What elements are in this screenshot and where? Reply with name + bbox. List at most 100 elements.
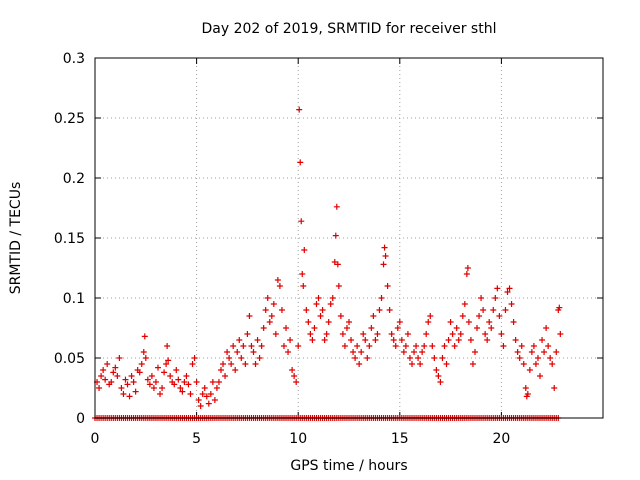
y-tick-label: 0 bbox=[76, 411, 85, 427]
data-point bbox=[300, 283, 307, 289]
data-point bbox=[526, 367, 533, 373]
data-point bbox=[177, 385, 184, 391]
data-point bbox=[354, 343, 361, 349]
y-tick-label: 0.2 bbox=[63, 171, 85, 187]
data-point bbox=[329, 295, 336, 301]
data-point bbox=[321, 337, 328, 343]
data-point bbox=[201, 385, 208, 391]
data-point bbox=[175, 376, 182, 383]
data-point bbox=[482, 331, 489, 337]
data-point bbox=[130, 379, 137, 385]
data-point bbox=[298, 218, 305, 225]
data-point bbox=[350, 349, 357, 355]
data-point bbox=[413, 343, 420, 349]
data-point bbox=[266, 319, 273, 325]
data-point bbox=[173, 367, 180, 373]
x-tick-label: 10 bbox=[289, 431, 307, 447]
data-point bbox=[136, 369, 143, 376]
data-point bbox=[339, 331, 346, 337]
data-point bbox=[368, 325, 375, 331]
data-point bbox=[478, 295, 485, 301]
data-point bbox=[358, 349, 365, 355]
data-point bbox=[189, 361, 196, 367]
data-point bbox=[494, 285, 501, 292]
data-point bbox=[356, 361, 363, 367]
data-point bbox=[209, 379, 216, 385]
data-point bbox=[236, 337, 243, 343]
data-point bbox=[238, 355, 245, 361]
data-point bbox=[157, 391, 164, 397]
data-point bbox=[313, 301, 320, 307]
data-point bbox=[242, 361, 249, 367]
data-point bbox=[534, 355, 541, 361]
data-point bbox=[195, 397, 202, 403]
data-point bbox=[471, 349, 478, 355]
data-point bbox=[234, 349, 241, 355]
data-point bbox=[421, 343, 428, 349]
data-point bbox=[408, 361, 415, 367]
data-point bbox=[469, 361, 476, 367]
data-point bbox=[374, 331, 381, 337]
data-point bbox=[285, 349, 292, 355]
data-point bbox=[492, 295, 499, 301]
data-point bbox=[530, 343, 537, 349]
data-point bbox=[364, 355, 371, 361]
chart-title: Day 202 of 2019, SRMTID for receiver sth… bbox=[202, 21, 497, 37]
data-point bbox=[335, 283, 342, 289]
data-point bbox=[543, 325, 550, 331]
data-point bbox=[185, 381, 192, 388]
data-point bbox=[299, 271, 306, 277]
data-point bbox=[128, 373, 135, 379]
data-point bbox=[362, 337, 369, 343]
data-point bbox=[120, 391, 127, 397]
data-point bbox=[528, 349, 535, 355]
data-point bbox=[150, 385, 157, 391]
data-point bbox=[224, 349, 231, 355]
y-tick-label: 0.25 bbox=[54, 111, 85, 127]
data-point bbox=[512, 337, 519, 343]
data-point bbox=[439, 355, 446, 361]
data-point bbox=[390, 337, 397, 343]
data-point bbox=[295, 343, 302, 349]
data-point bbox=[545, 343, 552, 349]
data-point bbox=[435, 373, 442, 379]
data-point bbox=[122, 376, 129, 383]
data-point bbox=[451, 343, 458, 349]
data-point bbox=[502, 307, 509, 313]
y-tick-label: 0.1 bbox=[63, 291, 85, 307]
data-point bbox=[138, 361, 145, 367]
data-point bbox=[396, 319, 403, 325]
data-point bbox=[256, 355, 263, 361]
data-point bbox=[280, 343, 287, 349]
data-point bbox=[311, 325, 318, 331]
data-point bbox=[386, 307, 393, 313]
data-point bbox=[549, 361, 556, 367]
data-point bbox=[476, 313, 483, 319]
data-point bbox=[116, 355, 123, 361]
data-point bbox=[293, 379, 300, 385]
data-point bbox=[524, 391, 531, 397]
data-point bbox=[230, 343, 237, 349]
data-point bbox=[360, 331, 367, 337]
data-point bbox=[382, 253, 389, 259]
data-point bbox=[220, 361, 227, 367]
data-point bbox=[222, 373, 229, 379]
data-point bbox=[498, 331, 505, 337]
data-point bbox=[402, 343, 409, 349]
data-point bbox=[433, 367, 440, 373]
data-point bbox=[96, 385, 103, 391]
data-point bbox=[404, 331, 411, 337]
data-point bbox=[537, 373, 544, 379]
data-point bbox=[215, 379, 222, 385]
data-point bbox=[449, 331, 456, 337]
data-point bbox=[289, 367, 296, 373]
data-point bbox=[274, 277, 281, 283]
data-point bbox=[270, 301, 277, 307]
data-point bbox=[419, 349, 426, 355]
grid bbox=[95, 58, 603, 418]
data-point bbox=[341, 343, 348, 349]
data-point bbox=[307, 331, 314, 337]
data-point bbox=[406, 355, 413, 361]
x-tick-label: 15 bbox=[391, 431, 409, 447]
data-point bbox=[159, 385, 166, 391]
